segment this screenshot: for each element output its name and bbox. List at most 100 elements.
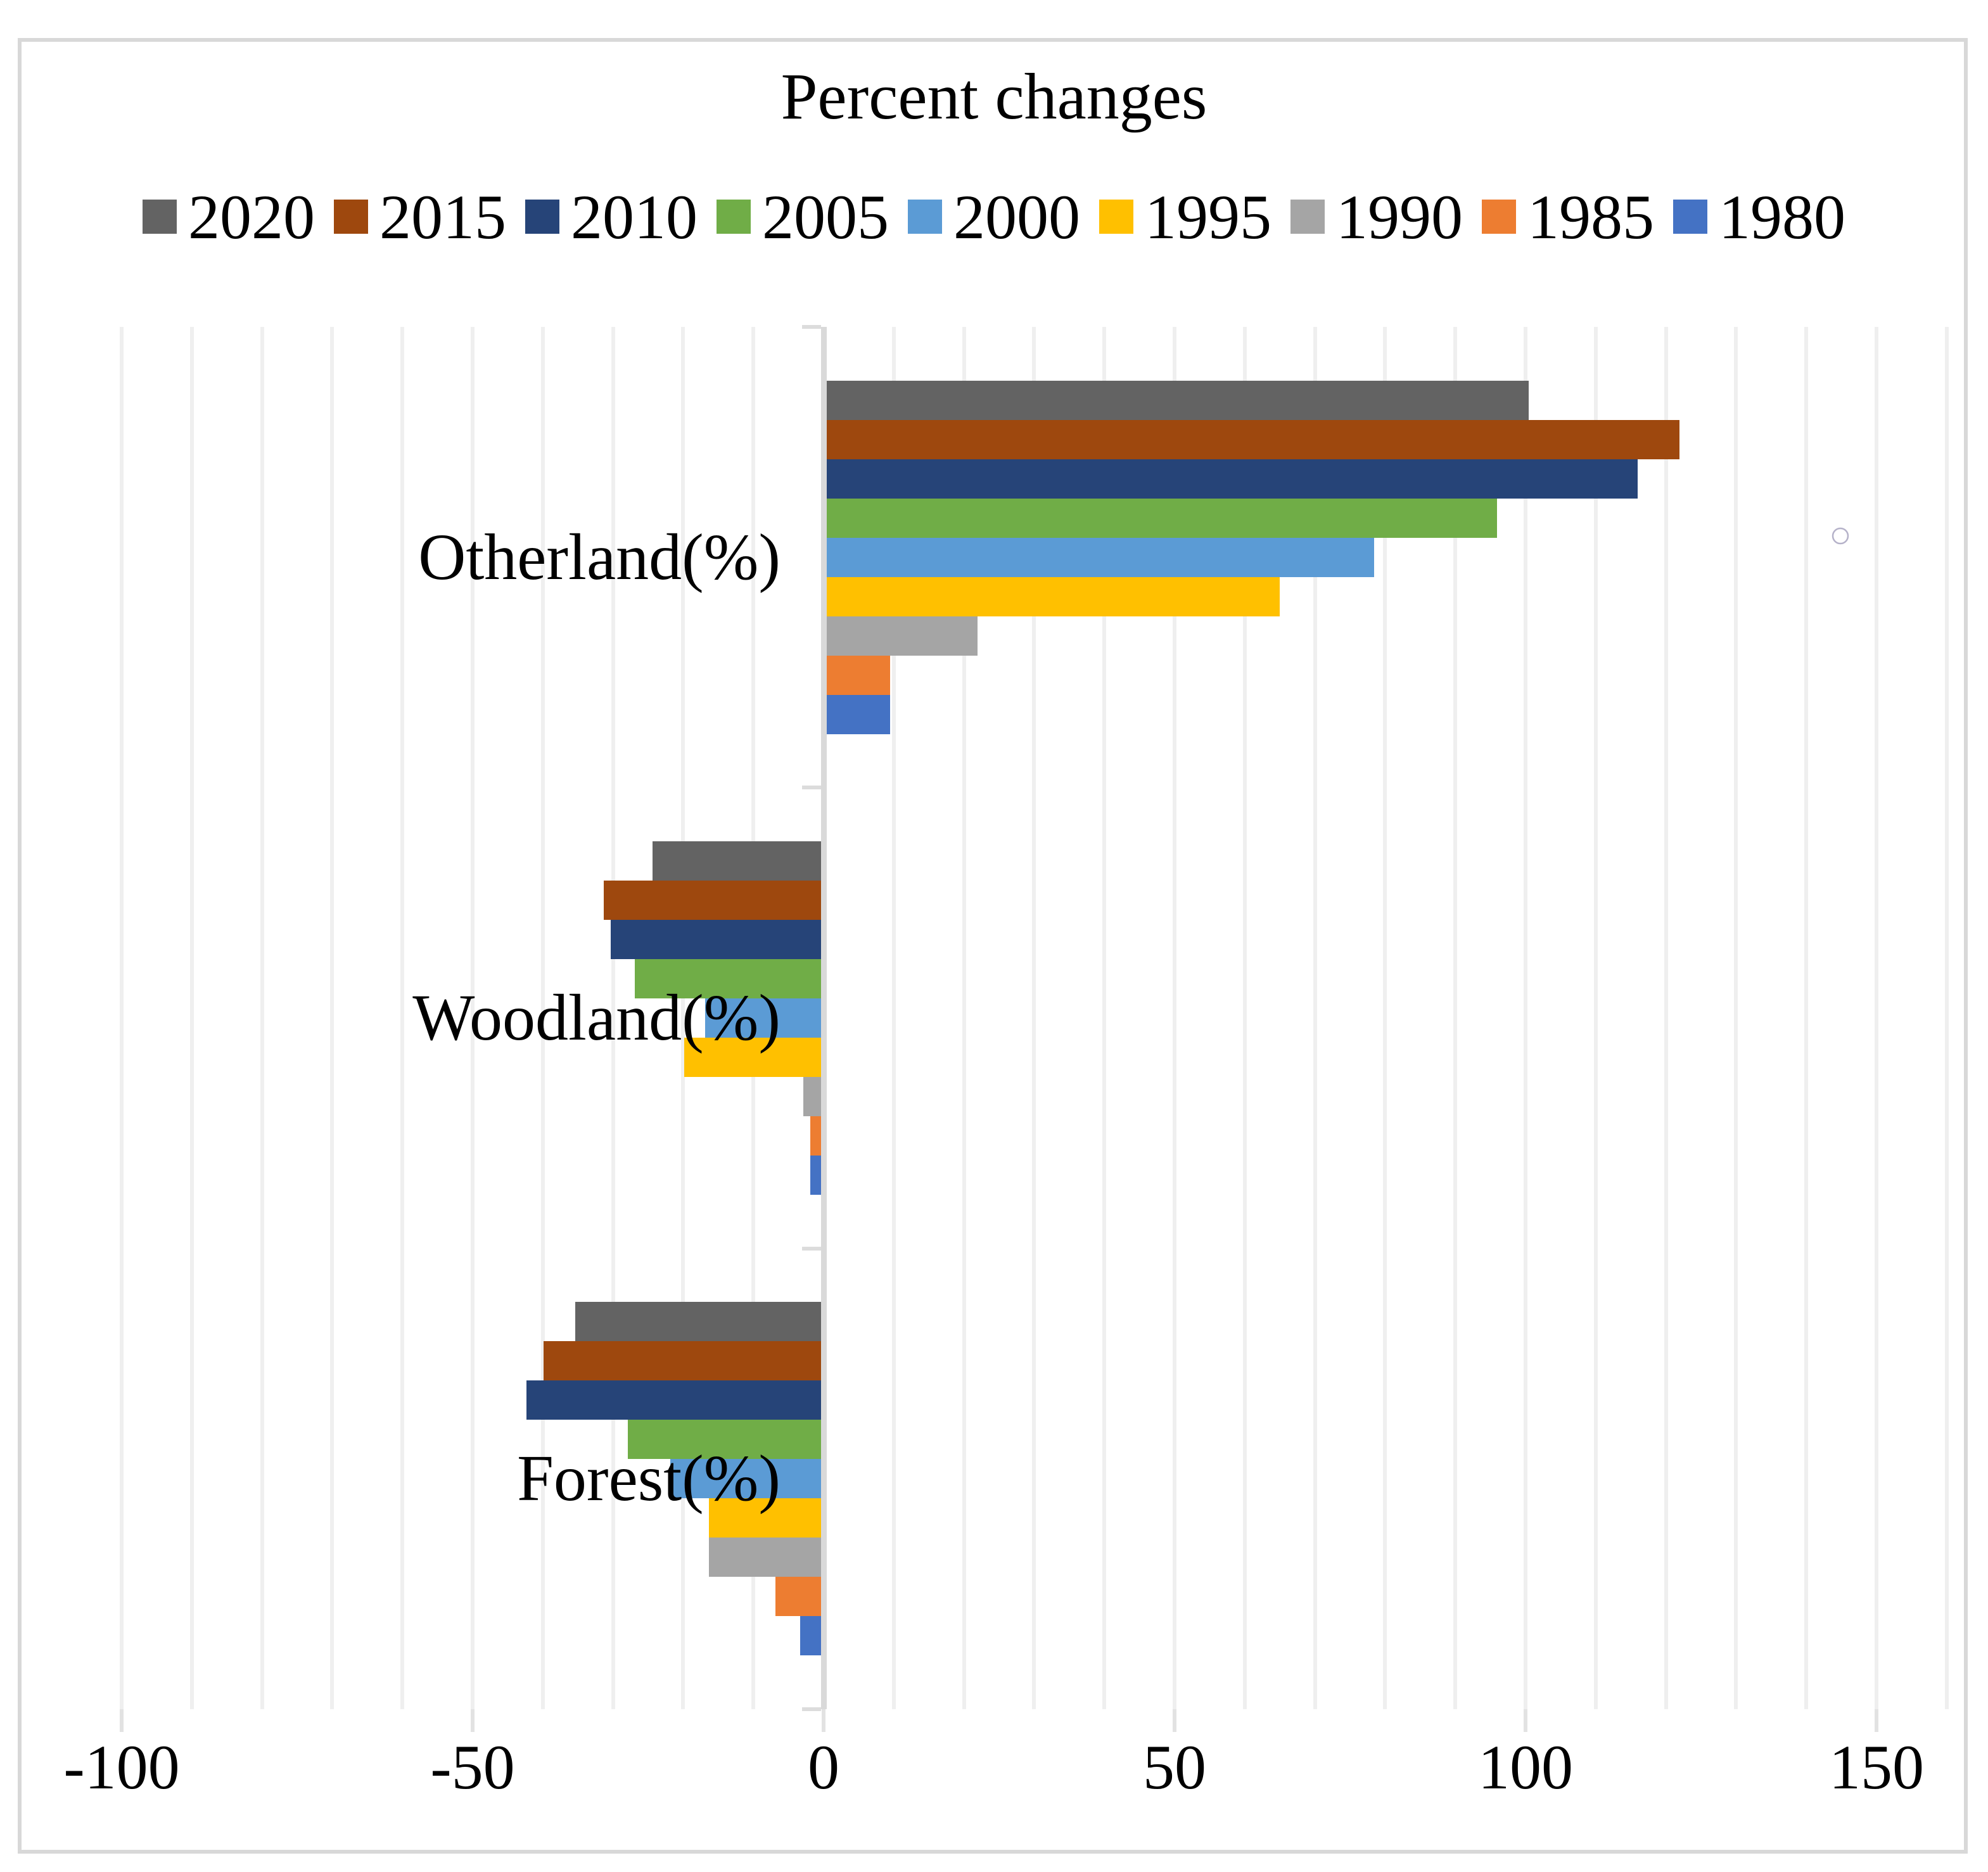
bar-2000-Woodland: [705, 998, 822, 1038]
legend-label-1990: 1990: [1336, 181, 1463, 252]
stray-circle-artifact: [1832, 527, 1849, 545]
legend-swatch-2020: [143, 200, 177, 234]
bar-1980-Otherland: [827, 695, 890, 734]
gridline: [681, 327, 685, 1709]
legend-item-2020: 2020: [143, 181, 315, 253]
bar-2015-Woodland: [603, 881, 821, 920]
bar-2010-Otherland: [827, 459, 1638, 499]
bar-2000-Forest: [670, 1459, 821, 1498]
category-label: Forest(%): [517, 1442, 781, 1515]
legend-swatch-1985: [1482, 200, 1516, 234]
bar-2015-Forest: [544, 1341, 822, 1380]
bar-2005-Forest: [628, 1420, 822, 1459]
gridline: [120, 327, 124, 1709]
gridline: [1173, 327, 1176, 1709]
bar-1985-Otherland: [827, 656, 890, 695]
bar-1990-Otherland: [827, 616, 978, 656]
bar-2000-Otherland: [827, 538, 1374, 577]
legend-label-2010: 2010: [571, 181, 698, 252]
bar-2005-Woodland: [635, 959, 822, 998]
bar-2010-Woodland: [610, 920, 821, 959]
legend-label-2005: 2005: [762, 181, 889, 252]
legend-swatch-1990: [1290, 200, 1325, 234]
legend-item-2005: 2005: [717, 181, 889, 253]
bar-1995-Forest: [708, 1498, 821, 1538]
gridline: [1804, 327, 1809, 1709]
x-axis-tick: [1524, 1709, 1527, 1732]
legend-item-2000: 2000: [908, 181, 1080, 253]
category-label: Woodland(%): [412, 981, 781, 1054]
x-axis-tick: [120, 1709, 124, 1732]
category-axis-line: [821, 327, 827, 1709]
chart-title: Percent changes: [781, 60, 1207, 133]
legend-item-1985: 1985: [1482, 181, 1654, 253]
gridline: [1593, 327, 1598, 1709]
legend-item-1990: 1990: [1290, 181, 1463, 253]
legend-item-1980: 1980: [1673, 181, 1845, 253]
legend-swatch-1995: [1099, 200, 1133, 234]
legend: 2020 2015 2010 2005 2000 1995 1990 1985 1980: [0, 179, 1988, 255]
bar-2020-Forest: [575, 1302, 822, 1341]
gridline: [1664, 327, 1668, 1709]
x-axis-label: -50: [430, 1732, 515, 1802]
gridline: [611, 327, 615, 1709]
gridline: [1313, 327, 1317, 1709]
x-axis-tick: [1875, 1709, 1878, 1732]
legend-swatch-1980: [1673, 200, 1707, 234]
x-axis-label: -100: [63, 1732, 180, 1802]
x-axis-label: 50: [1143, 1732, 1206, 1802]
gridline: [1383, 327, 1387, 1709]
gridline: [1944, 327, 1949, 1709]
plot-area: Otherland(%) Woodland(%) Forest(%): [95, 325, 1958, 1732]
gridline: [260, 327, 264, 1709]
bar-1985-Forest: [775, 1577, 821, 1616]
category-axis-tick: [802, 786, 821, 789]
legend-swatch-2010: [525, 200, 559, 234]
gridline: [330, 327, 335, 1709]
category-label: Otherland(%): [418, 521, 781, 594]
bar-1985-Woodland: [810, 1116, 822, 1156]
gridline: [1242, 327, 1247, 1709]
legend-label-1995: 1995: [1145, 181, 1271, 252]
gridline: [962, 327, 966, 1709]
legend-label-2000: 2000: [953, 181, 1080, 252]
gridline: [189, 327, 194, 1709]
legend-item-2015: 2015: [334, 181, 506, 253]
x-axis-tick: [1173, 1709, 1176, 1732]
legend-label-1980: 1980: [1719, 181, 1845, 252]
bar-2020-Woodland: [653, 841, 822, 881]
category-axis-tick: [802, 1707, 821, 1711]
bar-1980-Forest: [800, 1616, 821, 1655]
bar-1990-Woodland: [803, 1077, 822, 1116]
gridline: [1102, 327, 1107, 1709]
x-axis-tick: [822, 1709, 825, 1732]
bar-1995-Woodland: [684, 1038, 821, 1077]
legend-swatch-2000: [908, 200, 942, 234]
bar-1995-Otherland: [827, 577, 1280, 616]
bar-1990-Forest: [708, 1538, 821, 1577]
x-axis-label: 150: [1829, 1732, 1924, 1802]
legend-label-2015: 2015: [379, 181, 506, 252]
gridline: [1032, 327, 1036, 1709]
legend-label-1985: 1985: [1527, 181, 1654, 252]
bar-2010-Forest: [526, 1380, 821, 1420]
gridline: [1734, 327, 1738, 1709]
category-axis-tick: [802, 325, 821, 329]
category-axis-tick: [802, 1247, 821, 1251]
bar-2005-Otherland: [827, 499, 1497, 538]
legend-label-2020: 2020: [188, 181, 315, 252]
x-axis-label: 100: [1478, 1732, 1573, 1802]
bar-2015-Otherland: [827, 420, 1679, 459]
bar-1980-Woodland: [810, 1156, 822, 1195]
legend-swatch-2015: [334, 200, 368, 234]
gridline: [1524, 327, 1527, 1709]
gridline: [891, 327, 896, 1709]
bar-2020-Otherland: [827, 381, 1529, 420]
gridline: [1875, 327, 1878, 1709]
x-axis-tick: [471, 1709, 475, 1732]
gridline: [471, 327, 475, 1709]
legend-swatch-2005: [717, 200, 751, 234]
legend-item-1995: 1995: [1099, 181, 1271, 253]
gridline: [400, 327, 405, 1709]
